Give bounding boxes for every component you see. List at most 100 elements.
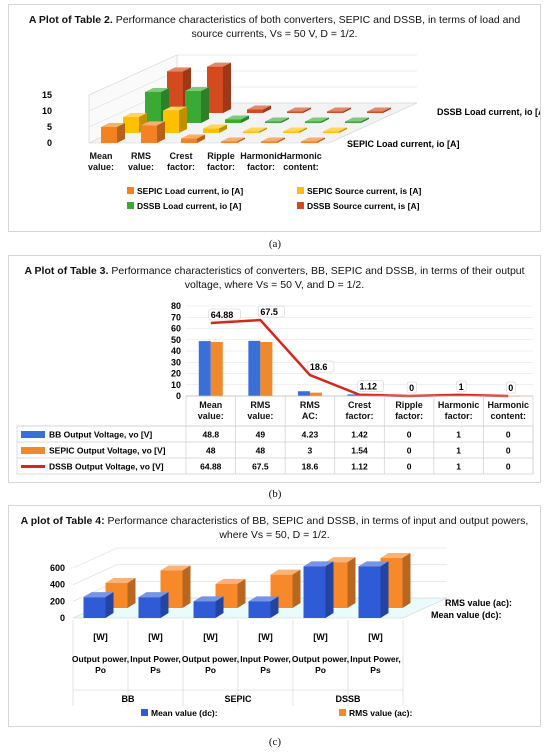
- xlabel-c: Ps: [370, 665, 381, 675]
- bar-c-0-4-top: [303, 561, 334, 567]
- bar-a-1-0-front: [123, 117, 139, 133]
- table-cell-b: 1.12: [351, 462, 368, 472]
- bar-c-1-2-top: [215, 578, 246, 584]
- data-label-b: 1: [456, 380, 467, 393]
- data-label-box-b: [258, 305, 285, 318]
- table-cell-b: 0: [506, 430, 511, 440]
- bar-a-2-2-front: [225, 119, 241, 123]
- ytick-a: 15: [42, 90, 52, 100]
- gridline-a: [88, 54, 417, 96]
- bar-c-1-0-side: [127, 578, 136, 608]
- xlabel-b: Ripple factor:: [395, 400, 423, 421]
- bar-c-0-3: [248, 596, 279, 618]
- bar-a-0-4-front: [261, 141, 277, 143]
- bar-a-1-4: [283, 127, 307, 133]
- panel-a-title-bold: A Plot of Table 2.: [28, 14, 113, 26]
- xlabel-a: Mean value:: [88, 151, 114, 172]
- bar-a-3-2-side: [263, 105, 271, 113]
- bar-a-3-1: [207, 62, 231, 113]
- ytick-b: 40: [171, 346, 181, 356]
- ytick-b: 60: [171, 324, 181, 334]
- ytick-c: 200: [50, 596, 65, 606]
- legend-swatch-c: [141, 709, 148, 716]
- xlabel-b: RMS value:: [247, 400, 273, 421]
- bar-b-0-3: [347, 394, 360, 396]
- bar-b-0-2: [297, 391, 310, 396]
- bar-a-2-0-front: [145, 91, 161, 123]
- xlabel-c: Input Power,: [350, 654, 401, 664]
- caption-a: (a): [268, 238, 282, 250]
- bar-a-1-2-top: [203, 124, 227, 129]
- bar-c-0-0-side: [105, 592, 114, 618]
- bar-a-0-1-side: [157, 121, 165, 143]
- bar-a-0-3-side: [237, 137, 245, 143]
- ytick-c: 400: [50, 580, 65, 590]
- bar-c-1-3: [270, 569, 301, 608]
- depth-label-a-back: DSSB Load current, io [A]: [437, 107, 540, 117]
- unit-label-c: [W]: [258, 632, 273, 642]
- xlabel-a: Harmonic factor:: [240, 151, 282, 172]
- legend-label-c: RMS value (ac):: [349, 708, 412, 718]
- legend-swatch-a: [127, 187, 134, 194]
- table-cell-b: 1.54: [351, 446, 368, 456]
- panel-b-title-rest: Performance characteristics of converter…: [108, 265, 525, 291]
- bar-c-1-3-side: [292, 569, 301, 608]
- bar-a-2-1-side: [201, 87, 209, 123]
- xlabel-c: Ps: [150, 665, 161, 675]
- data-label-box-b: [307, 360, 335, 373]
- bar-a-1-1-front: [163, 110, 179, 133]
- panel-c-title-rest: Performance characteristics of BB, SEPIC…: [104, 515, 529, 541]
- ytick-b: 30: [171, 357, 181, 367]
- data-label-text-b: 18.6: [310, 362, 328, 372]
- bar-a-3-4-front: [327, 111, 343, 113]
- data-label-b: 0: [506, 381, 516, 394]
- gridline-c: [72, 547, 447, 569]
- legend-swatch-c: [339, 709, 346, 716]
- bar-c-0-4-front: [303, 566, 326, 618]
- bar-c-0-2-top: [193, 596, 224, 602]
- bar-a-0-2: [181, 134, 205, 143]
- bar-c-1-5-top: [380, 553, 411, 558]
- data-label-box-b: [406, 381, 417, 394]
- xlabel-c: Po: [315, 665, 326, 675]
- bar-a-3-0-front: [167, 71, 183, 113]
- bar-a-2-5: [345, 117, 369, 123]
- bar-a-2-2-side: [241, 115, 249, 123]
- bar-a-1-5-side: [339, 127, 347, 133]
- panel-c-title: A plot of Table 4: Performance character…: [19, 514, 530, 542]
- bar-a-3-1-front: [207, 66, 223, 113]
- bar-a-3-5-front: [367, 111, 383, 113]
- xlabel-c: Input Power,: [240, 654, 291, 664]
- bar-b-1-2: [309, 392, 322, 396]
- ytick-b: 0: [176, 391, 181, 401]
- bar-a-1-2-side: [219, 124, 227, 133]
- bar-a-1-3-side: [259, 127, 267, 133]
- table-cell-b: 4.23: [302, 430, 319, 440]
- bar-a-2-3-front: [265, 121, 281, 123]
- ytick-b: 10: [171, 380, 181, 390]
- panel-a: A Plot of Table 2. Performance character…: [8, 4, 541, 232]
- data-label-b: 67.5: [258, 305, 285, 318]
- data-label-text-b: 67.5: [260, 307, 278, 317]
- bar-c-1-4-top: [325, 557, 356, 563]
- table-cell-b: 0: [506, 446, 511, 456]
- bar-a-3-3-front: [287, 111, 303, 113]
- data-label-b: 0: [406, 381, 417, 394]
- xlabel-c: Output power,: [182, 654, 239, 664]
- legend-label-b: SEPIC Output Voltage, vo [V]: [49, 446, 166, 456]
- data-label-text-b: 0: [508, 383, 513, 393]
- bar-c-0-1: [138, 592, 169, 618]
- bar-c-0-5-front: [358, 566, 381, 618]
- legend-swatch-a: [127, 202, 134, 209]
- unit-label-c: [W]: [203, 632, 218, 642]
- unit-label-c: [W]: [93, 632, 108, 642]
- data-label-box-b: [506, 381, 516, 394]
- bar-a-0-5-side: [317, 137, 325, 143]
- bar-c-0-4-side: [325, 561, 334, 618]
- panel-b-title: A Plot of Table 3. Performance character…: [19, 264, 530, 292]
- bar-a-0-1-front: [141, 125, 157, 143]
- bar-a-3-3: [287, 107, 311, 113]
- bar-c-0-5-side: [380, 561, 389, 618]
- bar-c-1-0-top: [105, 578, 136, 583]
- xlabel-c: Po: [95, 665, 106, 675]
